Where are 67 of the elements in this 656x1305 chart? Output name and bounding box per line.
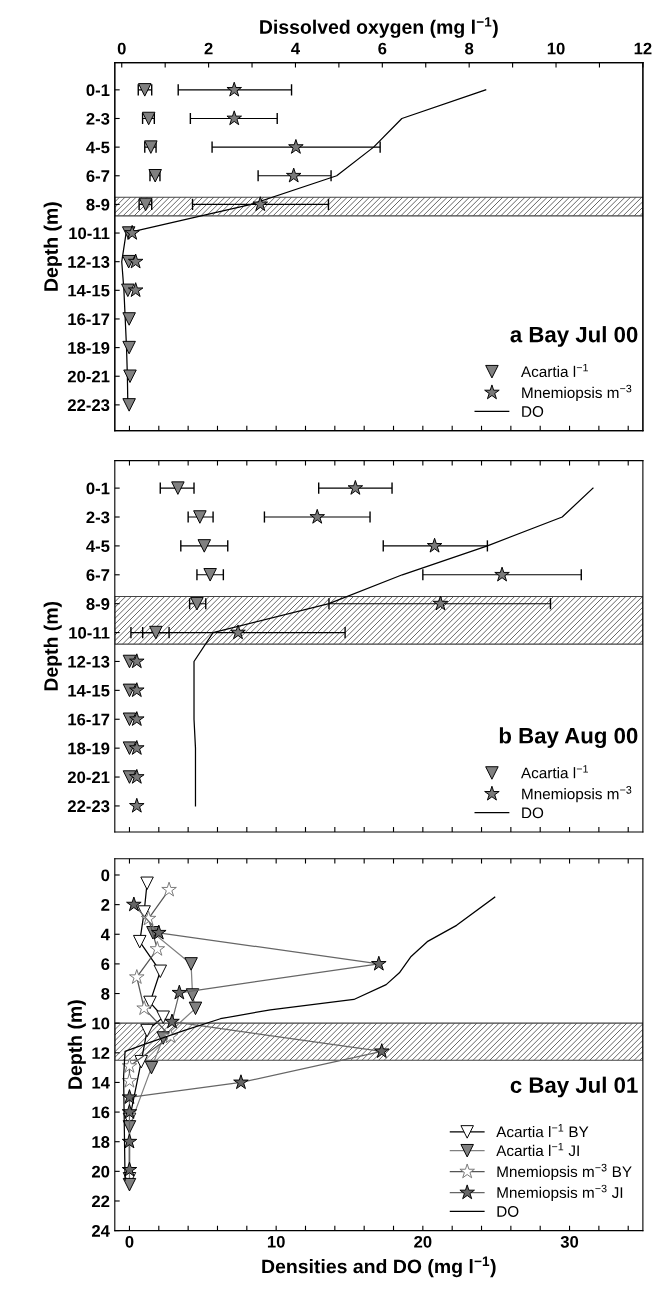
- y-tick-label: 16-17: [68, 713, 110, 726]
- y-axis-title: Depth (m): [43, 601, 62, 691]
- x2-tick-label: 0: [117, 42, 126, 55]
- text: a Bay Jul 00: [510, 326, 638, 347]
- y-tick-label: 8-9: [86, 198, 110, 211]
- y-tick-label: 12-13: [68, 256, 110, 268]
- text: b Bay Aug 00: [499, 727, 638, 749]
- x2-tick-label: 6: [378, 42, 387, 55]
- legend-label: DO: [522, 807, 544, 819]
- y-axis-title: Depth (m): [43, 202, 62, 291]
- legend-label: Acartia l$^{−1}$: [520, 765, 588, 779]
- legend-label: Mnemiopsis m$^{−3}$ JI: [497, 1184, 623, 1202]
- y-tick-label: 18-19: [68, 342, 110, 354]
- legend-label: Acartia l$^{−1}$: [520, 363, 588, 378]
- x2-tick-label: 10: [547, 42, 565, 55]
- legend-label: Mnemiopsis m$^{−3}$ BY: [497, 1163, 632, 1181]
- y-tick-label: 14-15: [68, 684, 110, 697]
- y-tick-label: 14: [92, 1077, 110, 1089]
- y-tick-label: 2-3: [86, 112, 110, 125]
- y-tick-label: 20-21: [67, 771, 110, 784]
- x-tick-label: 30: [560, 1235, 579, 1248]
- y-tick-label: 0-1: [86, 482, 110, 495]
- legend-label: Mnemiopsis m$^{−3}$: [522, 786, 632, 803]
- y-tick-label: 2: [101, 899, 110, 911]
- y-tick-label: 6-7: [86, 569, 110, 581]
- y-tick-label: 14-15: [68, 284, 110, 297]
- y-tick-label: 24: [91, 1225, 110, 1237]
- y-tick-label: 4: [100, 928, 110, 941]
- legend-label: Acartia l$^{−1}$ BY: [496, 1124, 589, 1138]
- y-tick-label: 12-13: [68, 655, 110, 668]
- legend-label: DO: [522, 406, 544, 417]
- y-tick-label: 10-11: [69, 626, 110, 639]
- y-tick-label: 18-19: [68, 742, 110, 755]
- x2-tick-label: 12: [634, 42, 652, 55]
- y-tick-label: 20: [91, 1165, 110, 1178]
- y-tick-label: 22-23: [67, 399, 110, 412]
- y-tick-label: 4-5: [86, 540, 110, 553]
- x2-axis-title: Dissolved oxygen (mg l$^{−1}$): [260, 17, 498, 38]
- legend-label: Acartia l$^{−1}$ JI: [496, 1142, 579, 1157]
- x2-tick-label: 8: [465, 42, 474, 55]
- y-tick-label: 16-17: [68, 313, 110, 326]
- x-tick-label: 0: [125, 1235, 134, 1248]
- y-tick-label: 6-7: [86, 170, 110, 182]
- y-tick-label: 8-9: [86, 598, 110, 610]
- x-tick-label: 10: [267, 1235, 285, 1248]
- x-axis-title: Densities and DO (mg l$^{−1}$): [262, 1256, 496, 1278]
- y-tick-label: 2-3: [86, 511, 110, 524]
- y-tick-label: 20-21: [67, 370, 110, 383]
- y-tick-label: 22: [91, 1195, 110, 1208]
- y-tick-label: 22-23: [67, 800, 110, 813]
- y-tick-label: 0-1: [86, 84, 110, 97]
- y-axis-title: Depth (m): [67, 1000, 86, 1089]
- x2-tick-label: 4: [291, 42, 300, 55]
- x-tick-label: 20: [414, 1235, 432, 1248]
- y-tick-label: 4-5: [86, 141, 110, 154]
- y-tick-label: 12: [92, 1047, 110, 1059]
- text: c Bay Jul 01: [510, 1076, 638, 1098]
- y-tick-label: 10-11: [69, 227, 110, 240]
- y-tick-label: 16: [92, 1106, 110, 1119]
- y-tick-label: 8: [101, 987, 110, 1000]
- y-tick-label: 10: [92, 1017, 110, 1030]
- x2-tick-label: 2: [204, 42, 213, 55]
- y-tick-label: 18: [92, 1136, 110, 1148]
- y-tick-label: 0: [101, 869, 110, 882]
- legend-label: Mnemiopsis m$^{−3}$: [522, 384, 632, 402]
- y-tick-label: 6: [101, 958, 110, 971]
- legend-label: DO: [497, 1206, 519, 1217]
